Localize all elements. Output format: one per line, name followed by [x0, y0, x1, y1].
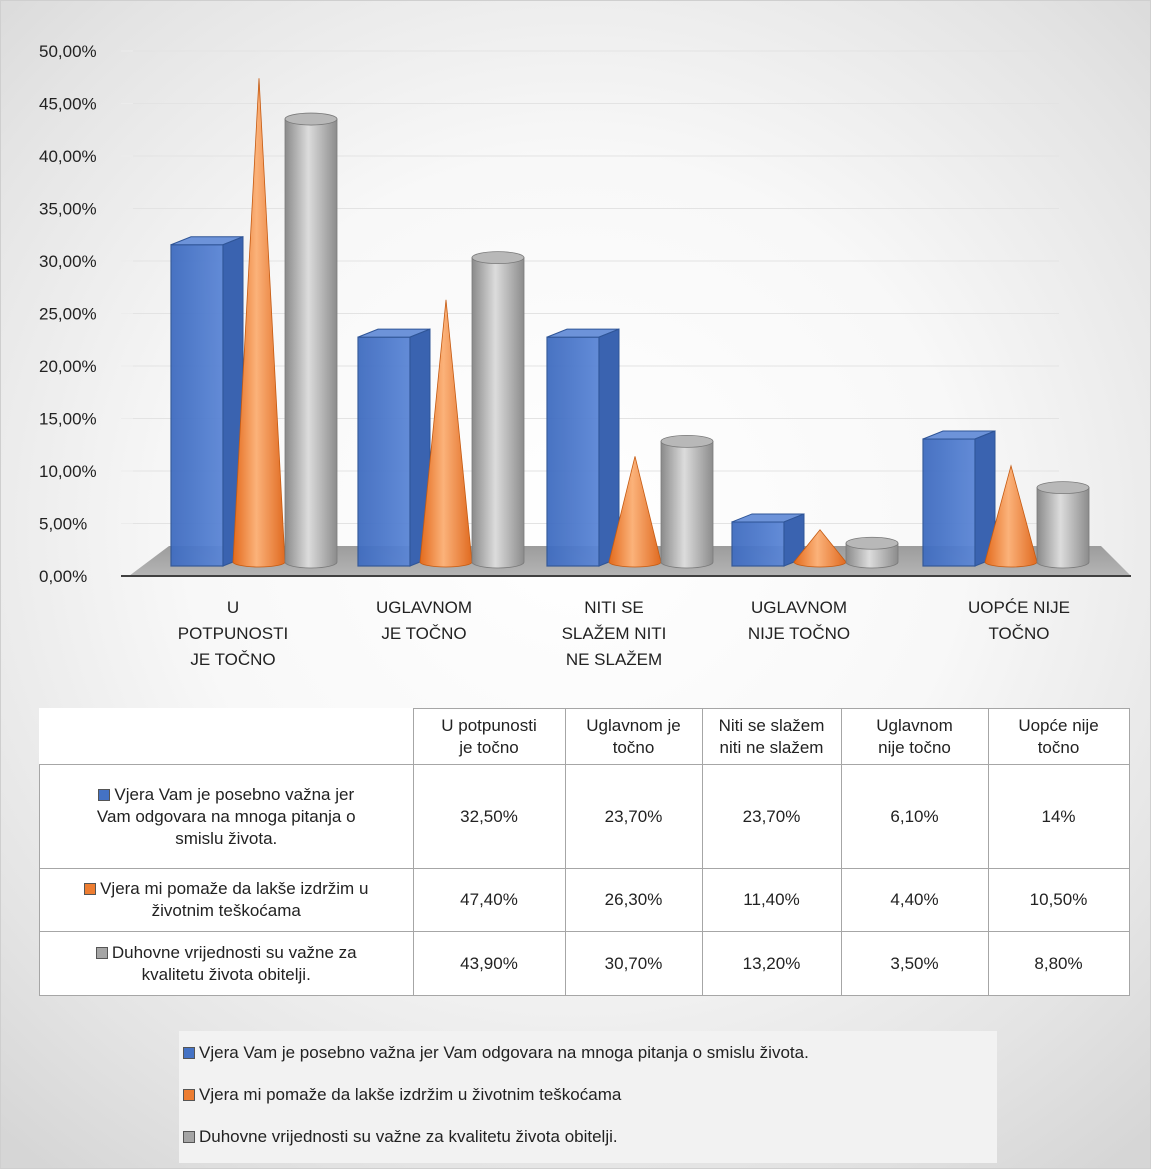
bar-cone-series2	[232, 78, 286, 568]
legend-label: Duhovne vrijednosti su važne za kvalitet…	[199, 1127, 618, 1146]
series1-swatch-icon	[183, 1047, 195, 1059]
table-cell: 8,80%	[987, 931, 1130, 996]
chart-plot-area: 0,00% 5,00% 10,00% 15,00% 20,00% 25,00% 30,00%…	[39, 42, 1131, 669]
bar-cone-series2	[608, 456, 662, 568]
table-cell: 47,40%	[412, 868, 566, 932]
y-tick-label: 50,00%	[39, 42, 97, 61]
table-cell: 6,10%	[840, 764, 989, 869]
table-cell: 10,50%	[987, 868, 1130, 932]
bar-cylinder-series3	[845, 542, 899, 569]
series2-swatch-icon	[183, 1089, 195, 1101]
y-tick-label: 30,00%	[39, 252, 97, 271]
x-category-label: SLAŽEM NITI	[562, 624, 667, 643]
bar-box-side	[598, 328, 620, 567]
x-category-label: NIJE TOČNO	[748, 624, 850, 643]
bar-cone-series2	[793, 529, 847, 568]
x-category-label: POTPUNOSTI	[178, 624, 289, 643]
x-category-label: U	[227, 598, 239, 617]
table-row: Vjera Vam je posebno važna jer Vam odgova…	[39, 764, 1130, 869]
y-tick-label: 20,00%	[39, 357, 97, 376]
table-cell: 23,70%	[701, 764, 842, 869]
table-cell: 23,70%	[564, 764, 703, 869]
bar-cylinder-series3	[660, 441, 714, 569]
y-tick-label: 45,00%	[39, 95, 97, 114]
table-header-cell: U potpunosti je točno	[412, 708, 566, 765]
legend-label: Vjera Vam je posebno važna jer Vam odgov…	[199, 1043, 809, 1062]
legend-item: Duhovne vrijednosti su važne za kvalitet…	[183, 1127, 618, 1147]
table-header-cell: Uglavnom nije točno	[840, 708, 989, 765]
y-tick-label: 25,00%	[39, 305, 97, 324]
bar-box-series1	[731, 521, 785, 567]
table-corner	[39, 708, 414, 765]
table-row: Vjera mi pomaže da lakše izdržim u životn…	[39, 868, 1130, 932]
series1-swatch-icon	[98, 788, 111, 801]
bar-box-series1	[170, 244, 224, 567]
table-header-cell: Niti se slažem niti ne slažem	[701, 708, 842, 765]
bar-cylinder-series3	[1036, 487, 1090, 569]
y-tick-label: 35,00%	[39, 200, 97, 219]
table-cell: 30,70%	[564, 931, 703, 996]
table-row: Duhovne vrijednosti su važne za kvalitetu…	[39, 931, 1130, 996]
bar-cylinder-series3	[471, 257, 525, 569]
y-tick-label: 0,00%	[39, 567, 87, 586]
bar-box-series1	[357, 336, 411, 567]
y-tick-label: 40,00%	[39, 147, 97, 166]
bar-cylinder-top	[284, 112, 338, 126]
table-cell: 11,40%	[701, 868, 842, 932]
x-category-label: UGLAVNOM	[376, 598, 472, 617]
x-category-label: UOPĆE NIJE	[968, 598, 1070, 617]
x-category-label: NITI SE	[584, 598, 644, 617]
table-header-cell: Uglavnom je točno	[564, 708, 703, 765]
bar-cylinder-top	[845, 536, 899, 550]
x-category-label: UGLAVNOM	[751, 598, 847, 617]
table-cell: 32,50%	[412, 764, 566, 869]
table-series-label: Vjera Vam je posebno važna jer Vam odgova…	[39, 764, 414, 869]
bar-box-series1	[922, 438, 976, 567]
legend-label: Vjera mi pomaže da lakše izdržim u život…	[199, 1085, 622, 1104]
table-cell: 14%	[987, 764, 1130, 869]
legend-item: Vjera Vam je posebno važna jer Vam odgov…	[183, 1043, 809, 1063]
table-cell: 43,90%	[412, 931, 566, 996]
table-series-label: Duhovne vrijednosti su važne za kvalitetu…	[39, 931, 414, 996]
x-category-label: TOČNO	[988, 624, 1049, 643]
legend-item: Vjera mi pomaže da lakše izdržim u život…	[183, 1085, 621, 1105]
bar-cylinder-top	[471, 251, 525, 265]
bar-cylinder-top	[660, 434, 714, 448]
bar-cylinder-top	[1036, 481, 1090, 495]
x-category-label: JE TOČNO	[381, 624, 466, 643]
table-cell: 26,30%	[564, 868, 703, 932]
chart-legend: Vjera Vam je posebno važna jer Vam odgov…	[179, 1031, 997, 1163]
series3-swatch-icon	[95, 946, 108, 959]
series2-swatch-icon	[84, 883, 97, 895]
bar-box-series1	[546, 336, 600, 567]
table-series-label: Vjera mi pomaže da lakše izdržim u životn…	[39, 868, 414, 932]
bar-cone-series2	[984, 464, 1038, 568]
x-category-label: JE TOČNO	[190, 650, 275, 669]
chart-data-table: U potpunosti je točno Uglavnom je točno Ni…	[39, 708, 1130, 996]
table-cell: 13,20%	[701, 931, 842, 996]
bar-cone-series2	[419, 299, 473, 568]
table-cell: 3,50%	[840, 931, 989, 996]
y-tick-label: 10,00%	[39, 462, 97, 481]
series3-swatch-icon	[183, 1131, 195, 1143]
x-category-label: NE SLAŽEM	[566, 650, 662, 669]
table-header-cell: Uopće nije točno	[987, 708, 1130, 765]
bar-cylinder-series3	[284, 118, 338, 569]
y-tick-label: 5,00%	[39, 515, 87, 534]
y-tick-label: 15,00%	[39, 410, 97, 429]
table-cell: 4,40%	[840, 868, 989, 932]
